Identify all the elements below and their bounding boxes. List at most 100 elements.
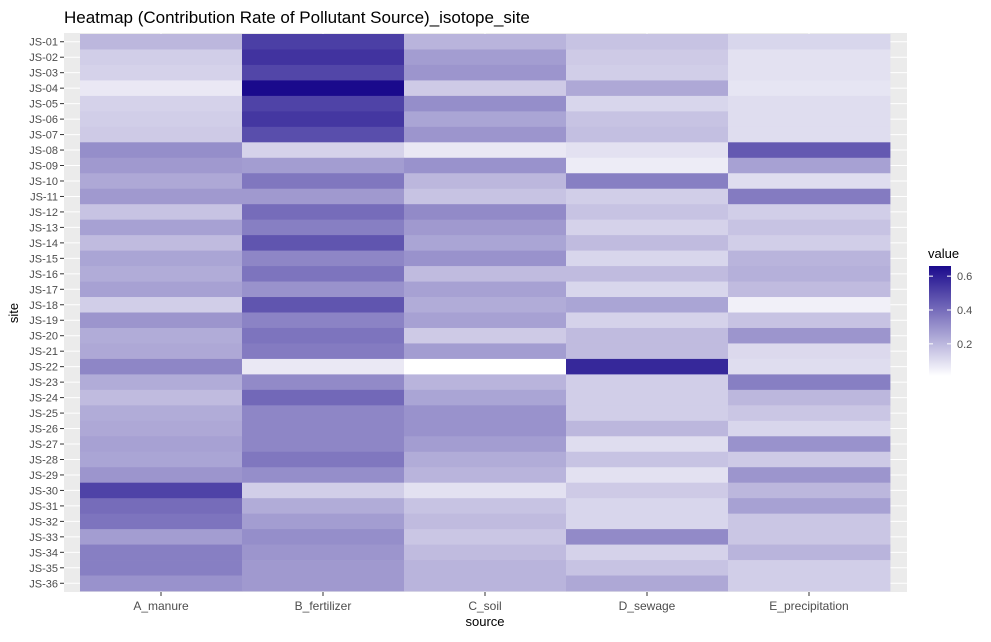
heatmap-cell [728, 482, 891, 499]
heatmap-cell [80, 126, 243, 143]
y-tick-label: JS-26 [29, 424, 58, 436]
heatmap-cell [242, 157, 405, 174]
heatmap-cell [80, 219, 243, 236]
heatmap-cell [404, 95, 567, 112]
heatmap-cell [566, 544, 729, 561]
heatmap-cell [566, 219, 729, 236]
heatmap-cell [80, 188, 243, 205]
y-tick-label: JS-07 [29, 130, 58, 142]
heatmap-cell [80, 405, 243, 422]
heatmap-cell [404, 358, 567, 375]
y-tick-label: JS-34 [29, 547, 58, 559]
heatmap-cell [728, 204, 891, 221]
heatmap-cell [728, 405, 891, 422]
y-tick-label: JS-16 [29, 269, 58, 281]
y-tick-label: JS-19 [29, 315, 58, 327]
heatmap-cell [404, 250, 567, 267]
y-tick-label: JS-08 [29, 145, 58, 157]
heatmap-cell [80, 142, 243, 159]
heatmap-cell [728, 467, 891, 484]
heatmap-cell [404, 80, 567, 97]
heatmap-cell [80, 327, 243, 344]
heatmap-cell [242, 343, 405, 360]
heatmap-cell [242, 420, 405, 437]
heatmap-cell [242, 142, 405, 159]
heatmap-cell [242, 374, 405, 391]
heatmap-cell [80, 235, 243, 252]
heatmap-cell [728, 297, 891, 313]
x-tick-label: B_fertilizer [295, 599, 352, 613]
heatmap-cell [404, 405, 567, 422]
heatmap-cell [728, 49, 891, 66]
heatmap-cell [728, 95, 891, 112]
heatmap-cell [404, 420, 567, 437]
heatmap-cell [566, 420, 729, 437]
y-tick-label: JS-21 [29, 346, 58, 358]
heatmap-cell [242, 327, 405, 344]
heatmap-cell [728, 250, 891, 267]
heatmap-cell [80, 281, 243, 298]
heatmap-cell [728, 513, 891, 530]
heatmap-cell [80, 343, 243, 360]
heatmap-cell [242, 80, 405, 97]
y-tick-label: JS-36 [29, 578, 58, 590]
heatmap-cell [404, 575, 567, 592]
heatmap-cell [566, 297, 729, 313]
heatmap-cell [566, 204, 729, 221]
heatmap-cell [566, 34, 729, 50]
heatmap-cell [404, 126, 567, 143]
heatmap-cell [728, 498, 891, 515]
y-tick-label: JS-25 [29, 408, 58, 420]
heatmap-cell [80, 80, 243, 97]
heatmap-cell [404, 34, 567, 50]
heatmap-cell [80, 498, 243, 515]
heatmap-cell [80, 560, 243, 576]
heatmap-cell [566, 436, 729, 453]
y-tick-label: JS-18 [29, 300, 58, 312]
heatmap-cell [566, 64, 729, 81]
heatmap-cell [404, 436, 567, 453]
legend-ticks: 0.2 0.4 0.6 [929, 271, 972, 351]
heatmap-cell [404, 498, 567, 515]
heatmap-cell [80, 374, 243, 391]
y-tick-label: JS-23 [29, 377, 58, 389]
heatmap-cell [728, 126, 891, 143]
y-tick-label: JS-29 [29, 470, 58, 482]
heatmap-cell [566, 142, 729, 159]
heatmap-cell [566, 389, 729, 406]
heatmap-cell [728, 173, 891, 190]
heatmap-cell [566, 327, 729, 344]
heatmap-cell [404, 544, 567, 561]
heatmap-cell [242, 250, 405, 267]
x-tick-label: E_precipitation [769, 599, 848, 613]
legend-title: value [928, 246, 959, 261]
heatmap-cell [242, 405, 405, 422]
heatmap-cell [404, 204, 567, 221]
heatmap-cell [404, 111, 567, 128]
heatmap-cell [80, 49, 243, 66]
heatmap-cell [566, 513, 729, 530]
heatmap-cell [242, 529, 405, 545]
heatmap-cell [728, 235, 891, 252]
heatmap-cell [242, 575, 405, 592]
heatmap-cell [80, 575, 243, 592]
y-tick-label: JS-20 [29, 331, 58, 343]
heatmap-cell [728, 451, 891, 468]
heatmap-cell [566, 250, 729, 267]
y-tick-label: JS-09 [29, 161, 58, 173]
heatmap-cell [80, 467, 243, 484]
heatmap-cell [728, 64, 891, 81]
heatmap-cell [242, 467, 405, 484]
heatmap-cell [566, 374, 729, 391]
heatmap-cell [80, 297, 243, 313]
heatmap-cell [728, 188, 891, 205]
heatmap-cell [80, 529, 243, 545]
y-tick-label: JS-10 [29, 176, 58, 188]
heatmap-cell [566, 575, 729, 592]
heatmap-cell [728, 219, 891, 236]
heatmap-cell [404, 389, 567, 406]
heatmap-cell [404, 467, 567, 484]
y-tick-label: JS-24 [29, 393, 58, 405]
heatmap-cell [242, 297, 405, 313]
